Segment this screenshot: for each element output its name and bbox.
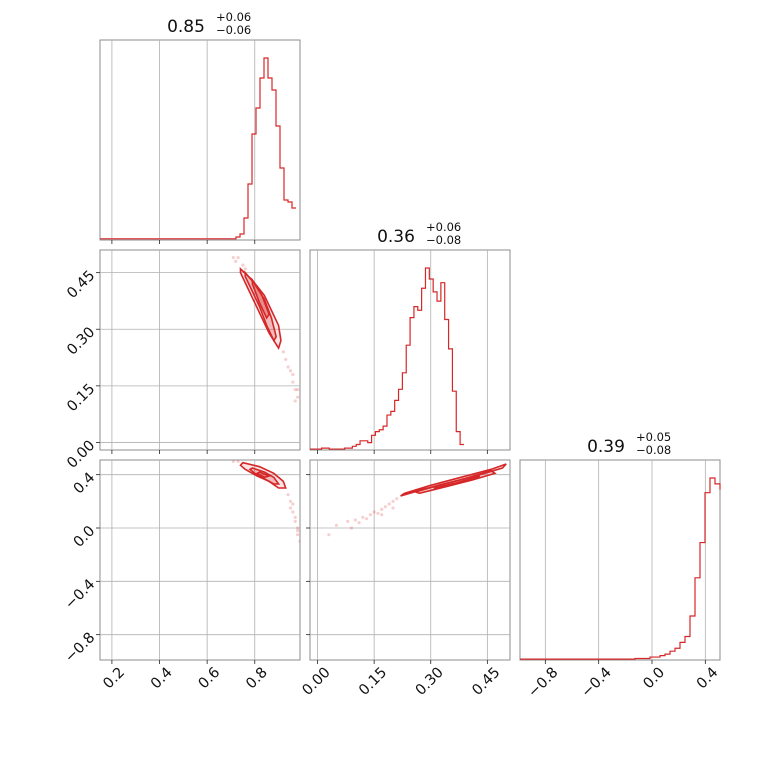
title-median-p1: 0.36 [377,227,415,247]
xtick-label-p0-3: 0.8 [243,665,271,693]
sample-point-r2-c1-15 [327,533,331,537]
sample-point-r2-c1-2 [353,518,357,522]
sample-point-r2-c0-4 [293,519,297,523]
sample-point-r1-c0-10 [296,388,300,392]
title-lower-p1: −0.08 [426,233,461,247]
sample-point-r1-c0-6 [293,388,297,392]
panel-r1-c1 [309,249,511,451]
sample-point-r1-c0-9 [291,372,295,377]
xtick-label-p0-0: 0.2 [100,665,128,693]
grid-layer [100,40,706,660]
sample-point-r1-c0-2 [241,263,245,267]
contour-r2-c1-2 [433,475,481,491]
joint-r2-c0 [231,460,300,543]
xtick-label-p1-3: 0.45 [469,665,503,699]
panel-r2-c0 [99,459,301,661]
sample-point-r2-c0-8 [293,515,297,519]
title-median-p0: 0.85 [167,17,205,37]
xtick-label-p1-0: 0.00 [300,665,334,699]
panels-layer [99,39,721,661]
sample-point-r2-c1-16 [380,513,384,517]
title-upper-p1: +0.06 [426,220,461,234]
sample-point-r1-c0-0 [234,259,238,263]
sample-point-r1-c0-1 [236,255,240,260]
sample-point-r2-c0-11 [291,502,295,506]
joint-r1-c0 [231,255,300,403]
title-upper-p0: +0.06 [216,10,251,24]
sample-point-r2-c1-12 [395,497,399,501]
joint-r2-c1 [327,463,507,537]
sample-point-r1-c0-3 [284,357,288,362]
xtick-label-p0-1: 0.4 [148,665,176,693]
ytick-label-p2-2: 0.0 [71,523,99,551]
contour-r1-c0-2 [251,277,270,320]
panel-r0-c0 [99,39,301,241]
ytick-label-p2-3: 0.4 [71,470,99,498]
panel-r1-c0 [99,249,301,451]
sample-point-r2-c0-1 [236,460,240,463]
xtick-label-p0-2: 0.6 [196,665,224,693]
sample-point-r1-c0-14 [293,399,297,403]
sample-point-r1-c0-8 [286,365,290,369]
ytick-label-p1-1: 0.15 [64,381,98,415]
contour-r2-c0-1 [248,467,281,485]
histogram-param-1 [310,267,464,450]
title-lower-p2: −0.08 [636,443,671,457]
title-lower-p0: −0.06 [216,23,251,37]
sample-point-r2-c0-9 [296,526,300,530]
sample-point-r2-c1-6 [380,507,384,511]
sample-point-r2-c0-5 [296,529,300,533]
xtick-label-p2-2: 0.0 [641,665,669,693]
contour-r2-c0-2 [255,471,272,479]
sample-point-r2-c1-13 [357,521,361,525]
sample-point-r2-c0-0 [231,460,235,463]
sample-point-r2-c1-1 [346,519,350,523]
xtick-label-p1-1: 0.15 [356,665,390,699]
histogram-param-0 [100,57,296,240]
sample-point-r2-c1-10 [365,517,369,521]
sample-point-r2-c1-11 [387,502,391,506]
sample-point-r1-c0-11 [231,255,235,260]
sample-point-r2-c0-7 [288,506,293,510]
sample-point-r2-c0-12 [296,533,300,537]
sample-point-r2-c1-0 [334,523,339,527]
title-upper-p2: +0.05 [636,430,671,444]
xtick-label-p2-1: −0.4 [579,665,615,701]
sample-point-r1-c0-4 [288,369,293,373]
ytick-label-p2-1: −0.4 [62,576,98,612]
sample-point-r2-c0-10 [286,493,290,497]
sample-point-r2-c1-4 [368,513,372,517]
sample-point-r2-c1-14 [349,526,354,530]
ytick-label-p1-0: 0.00 [64,438,98,472]
sample-point-r2-c1-9 [376,511,380,515]
xtick-label-p1-2: 0.30 [413,665,447,699]
histogram-param-2 [520,477,721,660]
sample-point-r2-c1-8 [391,499,395,503]
ytick-label-p1-3: 0.45 [64,268,98,302]
ytick-label-p2-0: −0.8 [62,630,98,666]
sample-point-r1-c0-13 [281,350,285,354]
ytick-label-p1-2: 0.30 [64,324,98,358]
data-layer [100,57,721,660]
sample-point-r2-c0-6 [298,539,300,543]
sample-point-r2-c1-5 [372,510,376,514]
sample-point-r1-c0-5 [291,380,295,384]
sample-point-r1-c0-7 [296,395,300,399]
titles-layer: 0.85 +0.06−0.060.36 +0.06−0.080.39 +0.05−0.… [167,10,671,457]
panel-r2-c1 [309,459,511,661]
sample-point-r1-c0-12 [243,267,247,271]
sample-point-r2-c0-2 [288,499,293,503]
sample-point-r2-c0-3 [291,510,295,514]
sample-point-r2-c1-3 [361,515,365,519]
title-median-p2: 0.39 [587,437,625,457]
panel-r2-c2 [519,459,721,661]
xtick-label-p2-0: −0.8 [525,665,561,701]
xtick-label-p2-3: 0.4 [694,665,722,693]
sample-point-r2-c1-7 [383,505,388,509]
sample-point-r2-c1-17 [391,506,395,510]
